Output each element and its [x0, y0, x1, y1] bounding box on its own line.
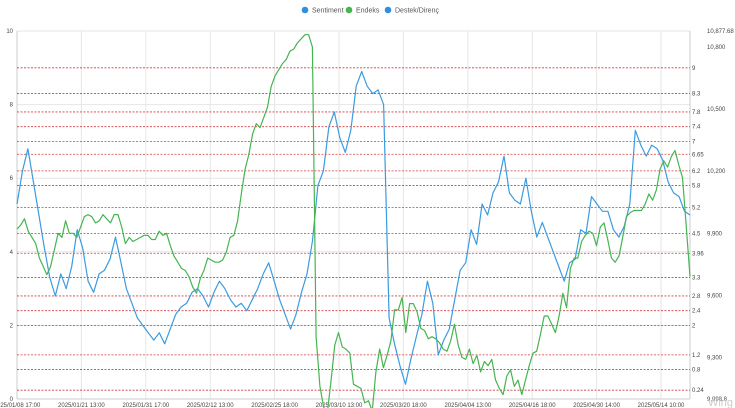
level-label: 2	[692, 323, 696, 329]
watermark: Wing	[708, 397, 733, 408]
y-axis-right: 9,098.8 9,300 9,600 9,900 10,200 10,500 10,800…	[707, 29, 734, 403]
level-label: 6.65	[692, 152, 704, 158]
series-line-sentiment	[16, 70, 691, 385]
level-label: 6.2	[692, 169, 701, 175]
x-tick-label: 2025/04/04 13:00	[444, 403, 491, 408]
legend-label-2: Destek/Direnç	[395, 8, 439, 15]
level-label: 0.24	[692, 388, 704, 394]
legend-marker-0	[301, 6, 309, 14]
legend-label-0: Sentiment	[312, 8, 344, 15]
y-left-tick-label: 4	[10, 250, 14, 256]
x-tick-label: 2025/01/08 17:00	[0, 403, 41, 408]
y-left-tick-label: 6	[10, 176, 14, 182]
y-right-tick-label: 9,600	[707, 293, 723, 299]
y-right-tick-label: 9,300	[707, 355, 723, 361]
x-tick-label: 2025/04/16 18:00	[509, 403, 556, 408]
legend-label-1: Endeks	[356, 8, 380, 15]
level-label: 5.2	[692, 206, 701, 212]
level-label: 3.96	[692, 251, 704, 257]
level-label: 2.8	[692, 294, 701, 300]
y-right-tick-label: 10,800	[707, 45, 726, 51]
level-label: 4.5	[692, 231, 701, 237]
y-left-tick-label: 2	[10, 323, 14, 329]
level-label: 5.8	[692, 184, 701, 190]
chart-legend[interactable]: Sentiment Endeks Destek/Direnç	[301, 6, 440, 15]
y-left-tick-label: 8	[10, 103, 14, 109]
x-tick-label: 2025/01/31 17:00	[122, 403, 169, 408]
legend-marker-1	[345, 6, 353, 14]
x-tick-label: 2025/04/30 14:00	[573, 403, 620, 408]
y-axis-left: 0 2 4 6 8 10	[6, 29, 13, 403]
series-line-endeks	[16, 34, 691, 408]
x-tick-label: 2025/02/25 18:00	[251, 403, 298, 408]
level-label: 7	[692, 139, 696, 145]
legend-marker-2	[384, 6, 392, 14]
level-label: 7.4	[692, 125, 701, 131]
level-label: 0.8	[692, 368, 701, 374]
x-tick-label: 2025/03/10 13:00	[316, 403, 363, 408]
x-tick-label: 2025/05/14 10:00	[638, 403, 685, 408]
x-axis: 2025/01/08 17:00 2025/01/21 13:00 2025/01/…	[0, 403, 685, 408]
level-label: 1.2	[692, 353, 701, 359]
series-lines	[16, 34, 691, 408]
level-label: 7.8	[692, 110, 701, 116]
y-right-tick-label: 10,500	[707, 107, 726, 113]
y-right-tick-label: 10,877.68	[707, 29, 734, 35]
x-tick-label: 2025/03/20 18:00	[380, 403, 427, 408]
support-resistance-levels: 9 8.3 7.8 7.4 7 6.65 6.2 5.8 5.2 4.5 3.96 3.3 2.8 2.4…	[17, 66, 704, 394]
x-tick-label: 2025/02/12 13:00	[187, 403, 234, 408]
y-right-tick-label: 9,098.8	[707, 397, 728, 403]
level-label: 9	[692, 66, 696, 72]
level-label: 2.4	[692, 309, 701, 315]
y-right-tick-label: 10,200	[707, 169, 726, 175]
y-left-tick-label: 10	[6, 29, 13, 35]
y-right-tick-label: 9,900	[707, 231, 723, 237]
level-label: 8.3	[692, 92, 701, 98]
x-tick-label: 2025/01/21 13:00	[58, 403, 105, 408]
y-left-tick-label: 0	[10, 397, 14, 403]
level-label: 3.3	[692, 276, 701, 282]
